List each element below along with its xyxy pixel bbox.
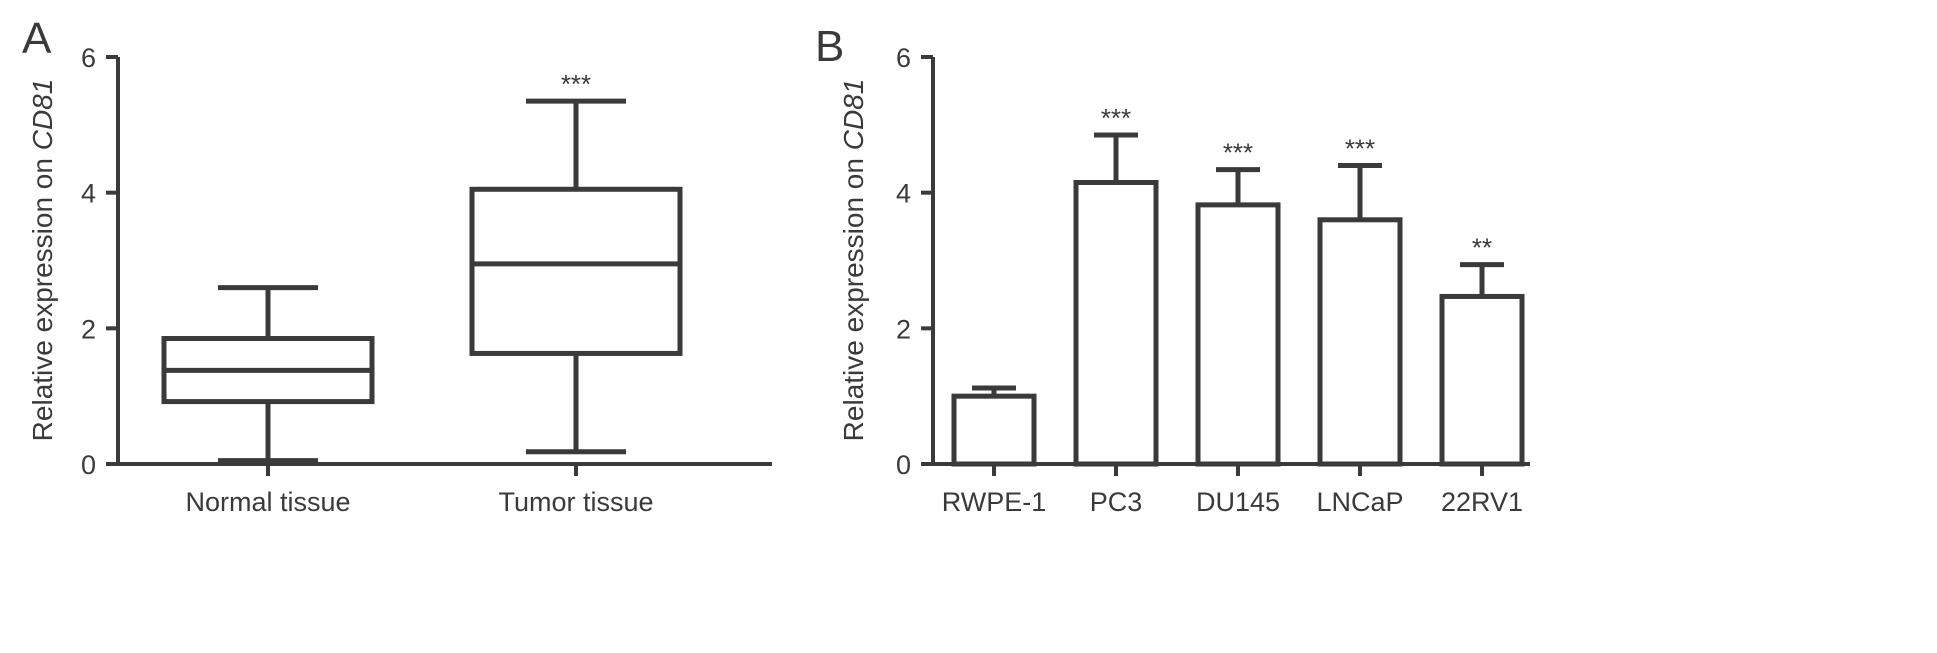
b-y-tick-label: 0 [896,450,911,480]
b-bar [1439,293,1525,467]
a-y-tick-label: 6 [81,43,96,73]
b-significance-label: *** [1345,134,1375,164]
b-y-tick-label: 2 [896,314,911,344]
b-bar [951,393,1037,467]
b-x-tick-label: LNCaP [1316,487,1403,517]
b-significance-label: *** [1223,138,1253,168]
b-x-tick-label: DU145 [1196,487,1280,517]
b-x-tick-label: 22RV1 [1441,487,1523,517]
a-x-tick-label: Tumor tissue [498,487,653,517]
b-x-tick-label: PC3 [1090,487,1143,517]
a-significance-label: *** [561,69,591,99]
y-axis-label-b: Relative expression on CD81 [838,79,869,442]
panel-b-label: B [815,22,845,71]
b-bar [1073,179,1159,467]
b-x-tick-label: RWPE-1 [942,487,1047,517]
chart-a: Relative expression on CD81 0 2 4 6 Normal t… [27,43,772,517]
b-bar [1317,217,1403,467]
panel-a-label: A [22,14,52,63]
b-y-tick-label: 6 [896,43,911,73]
b-significance-label: *** [1101,103,1131,133]
chart-b: Relative expression on CD81 0 2 4 6 RWPE-1 PC… [838,43,1530,517]
b-significance-label: ** [1472,233,1492,263]
a-x-tick-label: Normal tissue [185,487,350,517]
a-box [469,186,683,356]
a-y-tick-label: 2 [81,314,96,344]
a-y-tick-label: 0 [81,450,96,480]
y-axis-label-a: Relative expression on CD81 [27,79,58,442]
b-y-tick-label: 4 [896,179,911,209]
b-bar [1195,202,1281,467]
a-y-tick-label: 4 [81,179,96,209]
